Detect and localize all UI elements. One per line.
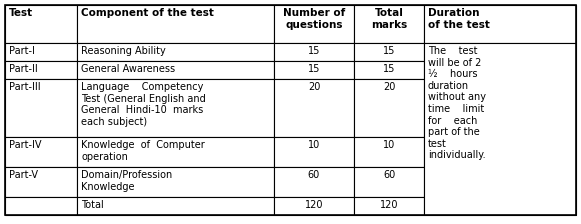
Text: Total: Total xyxy=(81,200,104,210)
Text: 60: 60 xyxy=(383,170,395,180)
Text: 120: 120 xyxy=(305,200,323,210)
Text: General Awareness: General Awareness xyxy=(81,64,175,74)
Text: Part-II: Part-II xyxy=(9,64,38,74)
Bar xyxy=(274,197,354,215)
Text: Knowledge  of  Computer
operation: Knowledge of Computer operation xyxy=(81,140,205,162)
Bar xyxy=(77,5,274,43)
Bar xyxy=(354,5,424,43)
Text: Duration
of the test: Duration of the test xyxy=(428,8,490,30)
Text: Part-V: Part-V xyxy=(9,170,38,180)
Text: 15: 15 xyxy=(308,64,320,74)
Text: 10: 10 xyxy=(383,140,395,150)
Bar xyxy=(5,43,77,61)
Text: 120: 120 xyxy=(380,200,398,210)
Text: Total
marks: Total marks xyxy=(371,8,407,30)
Bar xyxy=(354,43,424,61)
Bar xyxy=(5,167,77,197)
Bar xyxy=(77,197,274,215)
Text: 10: 10 xyxy=(308,140,320,150)
Text: 20: 20 xyxy=(383,82,395,92)
Bar xyxy=(354,137,424,167)
Bar xyxy=(77,167,274,197)
Text: 20: 20 xyxy=(308,82,320,92)
Bar xyxy=(424,43,576,215)
Text: The    test
will be of 2
½    hours
duration
without any
time    limit
for    ea: The test will be of 2 ½ hours duration w… xyxy=(428,46,486,160)
Bar xyxy=(274,61,354,79)
Bar xyxy=(77,61,274,79)
Text: 60: 60 xyxy=(308,170,320,180)
Bar xyxy=(77,43,274,61)
Bar xyxy=(5,137,77,167)
Text: 15: 15 xyxy=(383,64,395,74)
Bar xyxy=(354,167,424,197)
Text: Part-IV: Part-IV xyxy=(9,140,41,150)
Bar xyxy=(77,79,274,137)
Text: 15: 15 xyxy=(308,46,320,56)
Bar xyxy=(354,197,424,215)
Bar xyxy=(354,79,424,137)
Text: Reasoning Ability: Reasoning Ability xyxy=(81,46,166,56)
Bar xyxy=(274,137,354,167)
Bar xyxy=(274,43,354,61)
Text: Part-III: Part-III xyxy=(9,82,41,92)
Text: Part-I: Part-I xyxy=(9,46,35,56)
Bar xyxy=(77,137,274,167)
Bar xyxy=(424,5,576,43)
Bar xyxy=(5,197,77,215)
Text: 15: 15 xyxy=(383,46,395,56)
Bar xyxy=(5,61,77,79)
Bar xyxy=(354,61,424,79)
Bar xyxy=(274,167,354,197)
Text: Test: Test xyxy=(9,8,33,18)
Bar xyxy=(274,5,354,43)
Text: Language    Competency
Test (General English and
General  Hindi-10  marks
each s: Language Competency Test (General Englis… xyxy=(81,82,206,127)
Text: Component of the test: Component of the test xyxy=(81,8,214,18)
Bar xyxy=(5,79,77,137)
Text: Number of
questions: Number of questions xyxy=(283,8,345,30)
Text: Domain/Profession
Knowledge: Domain/Profession Knowledge xyxy=(81,170,172,192)
Bar xyxy=(274,79,354,137)
Bar xyxy=(5,5,77,43)
